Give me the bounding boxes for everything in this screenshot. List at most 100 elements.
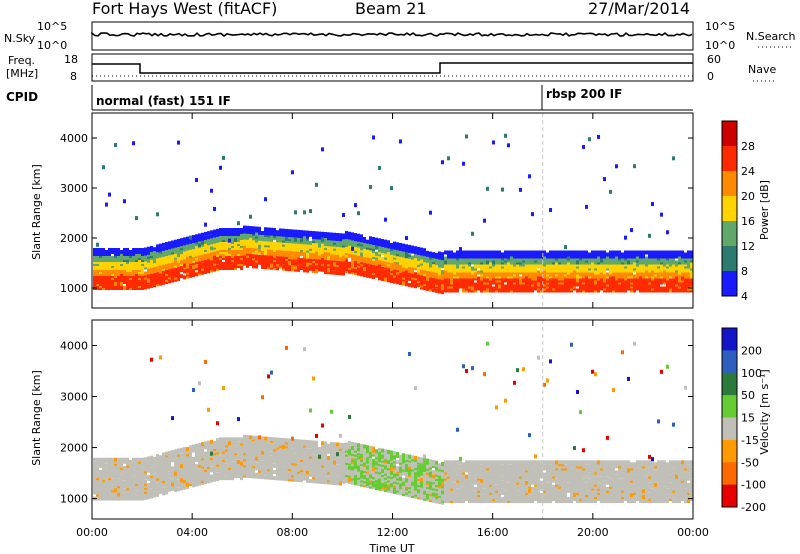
velocity-cell <box>222 441 225 446</box>
power-cell <box>294 237 297 242</box>
power-cell <box>120 274 123 278</box>
velocity-cell <box>207 448 210 453</box>
velocity-cell <box>252 468 255 473</box>
power-cell <box>405 244 408 249</box>
velocity-cell <box>138 484 141 489</box>
nave-tick-bottom: 0 <box>707 70 714 83</box>
velocity-cell <box>231 472 234 477</box>
velocity-cell <box>294 441 297 446</box>
power-cell <box>621 252 624 257</box>
velocity-cell <box>186 458 189 463</box>
velocity-cell <box>177 460 180 465</box>
power-cell <box>297 265 300 270</box>
velocity-cell <box>270 469 273 474</box>
velocity-cell <box>153 485 156 490</box>
velocity-cell <box>291 465 294 470</box>
velocity-cell <box>111 459 114 464</box>
velocity-cell <box>219 461 222 466</box>
velocity-cell <box>99 494 102 499</box>
power-cell <box>147 246 150 251</box>
velocity-cell <box>228 439 231 444</box>
velocity-cell <box>141 482 144 487</box>
power-cell <box>396 252 399 257</box>
velocity-cell <box>282 452 285 457</box>
power-cell <box>690 262 693 267</box>
velocity-cell <box>210 468 213 473</box>
power-cell <box>471 231 474 236</box>
power-cell <box>687 278 690 283</box>
power-cell <box>507 262 510 267</box>
velocity-cell <box>108 461 111 466</box>
velocity-cell <box>126 463 129 468</box>
velocity-cell <box>279 458 282 463</box>
velocity-cell <box>159 477 162 482</box>
velocity-cell <box>117 492 120 497</box>
velocity-cell <box>177 456 180 461</box>
velocity-cell <box>126 482 129 487</box>
velocity-cell <box>165 461 168 466</box>
power-cell <box>591 250 594 255</box>
power-cell <box>189 269 192 274</box>
velocity-cell <box>285 440 288 445</box>
power-cell <box>438 255 441 260</box>
velocity-cell <box>258 435 261 440</box>
velocity-cell <box>234 447 237 452</box>
power-cell <box>576 288 579 293</box>
velocity-cell <box>165 453 168 458</box>
velocity-cell <box>294 439 297 444</box>
power-cell <box>486 288 489 293</box>
power-cell <box>444 270 447 275</box>
power-cell <box>186 264 189 269</box>
power-cell <box>279 250 282 255</box>
velocity-cell <box>186 456 189 461</box>
velocity-cell <box>120 476 123 481</box>
velocity-cell <box>147 468 150 473</box>
power-cell <box>435 288 438 293</box>
velocity-cell <box>183 473 186 478</box>
velocity-cell <box>156 474 159 479</box>
power-cell <box>96 248 99 252</box>
velocity-cell <box>132 461 135 466</box>
velocity-cell <box>261 466 264 471</box>
velocity-cell <box>192 388 195 393</box>
power-cell <box>651 270 654 275</box>
velocity-cell <box>141 472 144 477</box>
power-cell <box>486 250 489 255</box>
velocity-cell <box>159 487 162 492</box>
power-cell <box>582 144 585 149</box>
velocity-cell <box>159 490 162 495</box>
power-cell <box>342 239 345 244</box>
power-cell <box>243 251 246 256</box>
velocity-cell <box>264 442 267 447</box>
velocity-cell <box>219 445 222 450</box>
power-cell <box>660 286 663 291</box>
velocity-cell <box>213 465 216 470</box>
velocity-cell <box>159 467 162 472</box>
power-cell <box>483 218 486 223</box>
velocity-cell <box>207 479 210 484</box>
velocity-cell <box>159 479 162 484</box>
velocity-cell <box>150 469 153 474</box>
velocity-cell <box>159 485 162 490</box>
power-cell <box>321 243 324 248</box>
velocity-cell <box>105 480 108 485</box>
velocity-cell <box>96 467 99 472</box>
power-cell <box>309 230 312 235</box>
velocity-cell <box>135 461 138 466</box>
power-cell <box>465 286 468 291</box>
velocity-cell <box>225 437 228 442</box>
power-cell <box>138 248 141 252</box>
velocity-cell <box>165 476 168 481</box>
velocity-cell <box>177 475 180 480</box>
velocity-cell <box>297 441 300 446</box>
velocity-cell <box>267 475 270 480</box>
velocity-cell <box>174 453 177 458</box>
velocity-cell <box>123 482 126 487</box>
power-cell <box>273 253 276 258</box>
velocity-cell <box>108 476 111 481</box>
velocity-cell <box>228 449 231 454</box>
velocity-cell <box>186 464 189 469</box>
velocity-cell <box>153 479 156 484</box>
velocity-cell <box>279 464 282 469</box>
power-cell <box>627 250 630 255</box>
